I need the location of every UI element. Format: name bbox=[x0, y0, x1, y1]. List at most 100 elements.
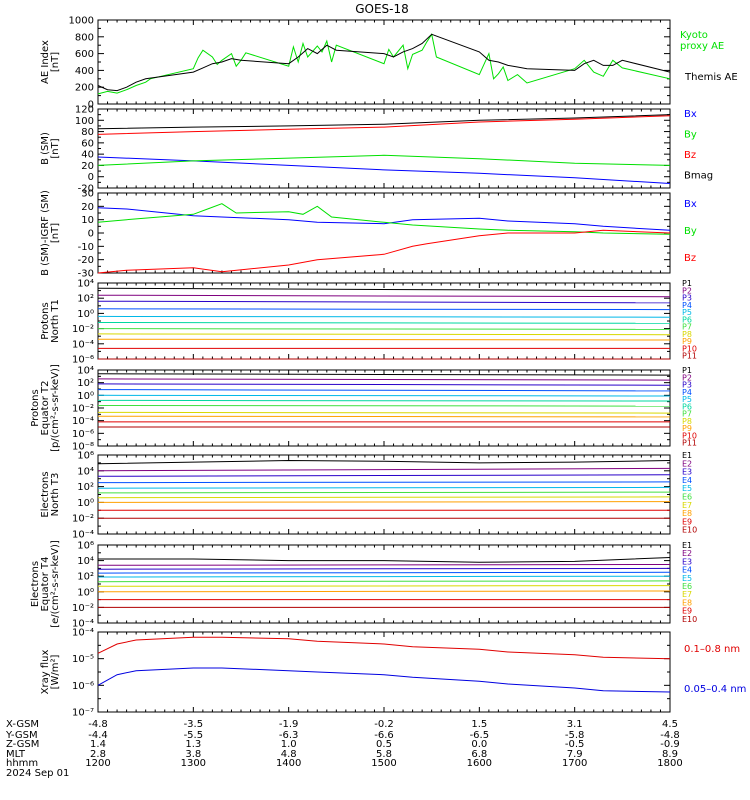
y-tick-label: 10⁶ bbox=[77, 451, 94, 462]
row-value: 1.3 bbox=[185, 739, 201, 750]
panel-8: 10⁻⁷ 10⁻⁶ 10⁻⁵ 10⁻⁴ Xray flux [W/m²] 0.1–0.8 n… bbox=[40, 628, 746, 719]
y-tick-label: 10 bbox=[81, 215, 94, 226]
legend-entry: Themis AE bbox=[684, 72, 738, 83]
legend-entry: E2 bbox=[682, 549, 692, 558]
series-line bbox=[97, 474, 671, 477]
y-tick-label: 10⁻² bbox=[72, 514, 94, 525]
y-tick-label: 400 bbox=[75, 66, 94, 77]
y-axis-label: [p/(cm²-s-sr-keV)] bbox=[50, 364, 61, 452]
series-line bbox=[97, 294, 671, 298]
y-tick-label: 10⁻⁴ bbox=[72, 628, 94, 639]
y-tick-label: 10⁻² bbox=[72, 324, 94, 335]
row-value: 0.5 bbox=[376, 739, 392, 750]
legend-entry: P7 bbox=[682, 323, 692, 332]
legend-entry: P6 bbox=[682, 402, 692, 411]
y-tick-label: 20 bbox=[81, 202, 94, 213]
legend-entry: P2 bbox=[682, 286, 692, 295]
row-value: -5.5 bbox=[184, 730, 204, 741]
y-tick-label: 10⁰ bbox=[77, 498, 94, 509]
series-line bbox=[97, 491, 671, 494]
y-axis-label: B (SM) bbox=[40, 132, 51, 165]
legend-entry: E8 bbox=[682, 509, 692, 518]
legend-entry: E4 bbox=[682, 566, 692, 575]
row-value: -4.4 bbox=[88, 730, 108, 741]
legend-entry: By bbox=[684, 226, 697, 237]
legend-entry: E9 bbox=[682, 517, 692, 526]
legend-entry: P3 bbox=[682, 381, 692, 390]
y-tick-label: 10⁰ bbox=[77, 391, 94, 402]
series-line bbox=[97, 415, 671, 418]
series-line bbox=[97, 333, 671, 336]
legend-entry: E7 bbox=[682, 590, 692, 599]
legend-entry: Bmag bbox=[684, 171, 713, 182]
series-line bbox=[97, 411, 671, 414]
row-value: -6.5 bbox=[470, 730, 490, 741]
legend-entry: E6 bbox=[682, 582, 692, 591]
y-axis-label: Protons bbox=[30, 389, 41, 426]
plot-frame bbox=[97, 192, 671, 274]
y-tick-label: 10⁴ bbox=[77, 466, 94, 477]
series-line bbox=[97, 154, 671, 166]
series-line bbox=[97, 32, 671, 95]
y-tick-label: 60 bbox=[81, 138, 94, 149]
x-axis-table: X-GSMY-GSMZ-GSMMLThhmm-4.8-4.41.42.81200… bbox=[5, 719, 683, 779]
y-tick-label: 10⁻⁶ bbox=[72, 355, 94, 366]
y-tick-label: 10⁻⁶ bbox=[72, 429, 94, 440]
series-line bbox=[97, 580, 671, 583]
y-tick-label: 10² bbox=[77, 378, 94, 389]
y-tick-label: 10⁴ bbox=[77, 366, 94, 377]
row-value: 1300 bbox=[181, 758, 206, 769]
series-line bbox=[97, 481, 671, 484]
plot-frame bbox=[97, 19, 671, 105]
figure-title: GOES-18 bbox=[355, 2, 409, 16]
legend-entry: 0.1–0.8 nm bbox=[684, 644, 740, 655]
series-line bbox=[97, 383, 671, 386]
y-axis-label: [nT] bbox=[50, 138, 61, 158]
legend-entry: E3 bbox=[682, 468, 692, 477]
legend-entry: 0.05–0.4 nm bbox=[684, 684, 746, 695]
row-value: 1.5 bbox=[471, 719, 487, 730]
row-value: -4.8 bbox=[88, 719, 108, 730]
y-tick-label: 10⁰ bbox=[77, 587, 94, 598]
legend-entry: P4 bbox=[682, 301, 692, 310]
series-line bbox=[97, 300, 671, 304]
series-line bbox=[97, 567, 671, 570]
legend-entry: P7 bbox=[682, 410, 692, 419]
y-tick-label: 10² bbox=[77, 294, 94, 305]
panel-4: 10⁻⁶ 10⁻⁴ 10⁻² 10⁰ 10² 10⁴ Protons North T1 P1P2… bbox=[40, 279, 697, 366]
legend-entry: P8 bbox=[682, 330, 692, 339]
legend-entry: P9 bbox=[682, 424, 692, 433]
legend-entry: P9 bbox=[682, 337, 692, 346]
y-tick-label: 0 bbox=[88, 172, 94, 183]
series-line bbox=[97, 575, 671, 578]
y-tick-label: 10² bbox=[77, 482, 94, 493]
y-axis-label: Electrons bbox=[40, 471, 51, 517]
row-value: 7.9 bbox=[567, 749, 583, 760]
y-tick-label: 10⁻⁴ bbox=[72, 339, 94, 350]
panel-1: 0 200 400 600 800 1000 AE Index [nT] Kyotoproxy … bbox=[40, 16, 738, 111]
y-tick-label: 40 bbox=[81, 150, 94, 161]
row-value: -6.6 bbox=[374, 730, 394, 741]
series-line bbox=[97, 564, 671, 566]
series-line bbox=[97, 33, 671, 92]
legend-entry: Bz bbox=[684, 150, 696, 161]
y-axis-label: B (SM)-IGRF (SM) bbox=[40, 190, 51, 276]
series-line bbox=[97, 667, 671, 693]
legend-entry: P3 bbox=[682, 294, 692, 303]
y-tick-label: -30 bbox=[78, 269, 94, 280]
y-tick-label: 10⁻² bbox=[72, 404, 94, 415]
series-line bbox=[97, 378, 671, 381]
row-value: -6.3 bbox=[279, 730, 299, 741]
row-label: Z-GSM bbox=[6, 739, 39, 750]
legend-entry: E2 bbox=[682, 459, 692, 468]
panel-7: 10⁻⁴ 10⁻² 10⁰ 10² 10⁴ 10⁶ Electrons Equator T4[… bbox=[30, 540, 697, 629]
y-axis-label: North T1 bbox=[50, 299, 61, 343]
legend-entry: P4 bbox=[682, 388, 692, 397]
plot-frame bbox=[97, 544, 671, 624]
y-tick-label: 10⁶ bbox=[77, 541, 94, 552]
row-value: 0.0 bbox=[471, 739, 487, 750]
series-line bbox=[97, 328, 671, 330]
row-value: -0.2 bbox=[374, 719, 394, 730]
